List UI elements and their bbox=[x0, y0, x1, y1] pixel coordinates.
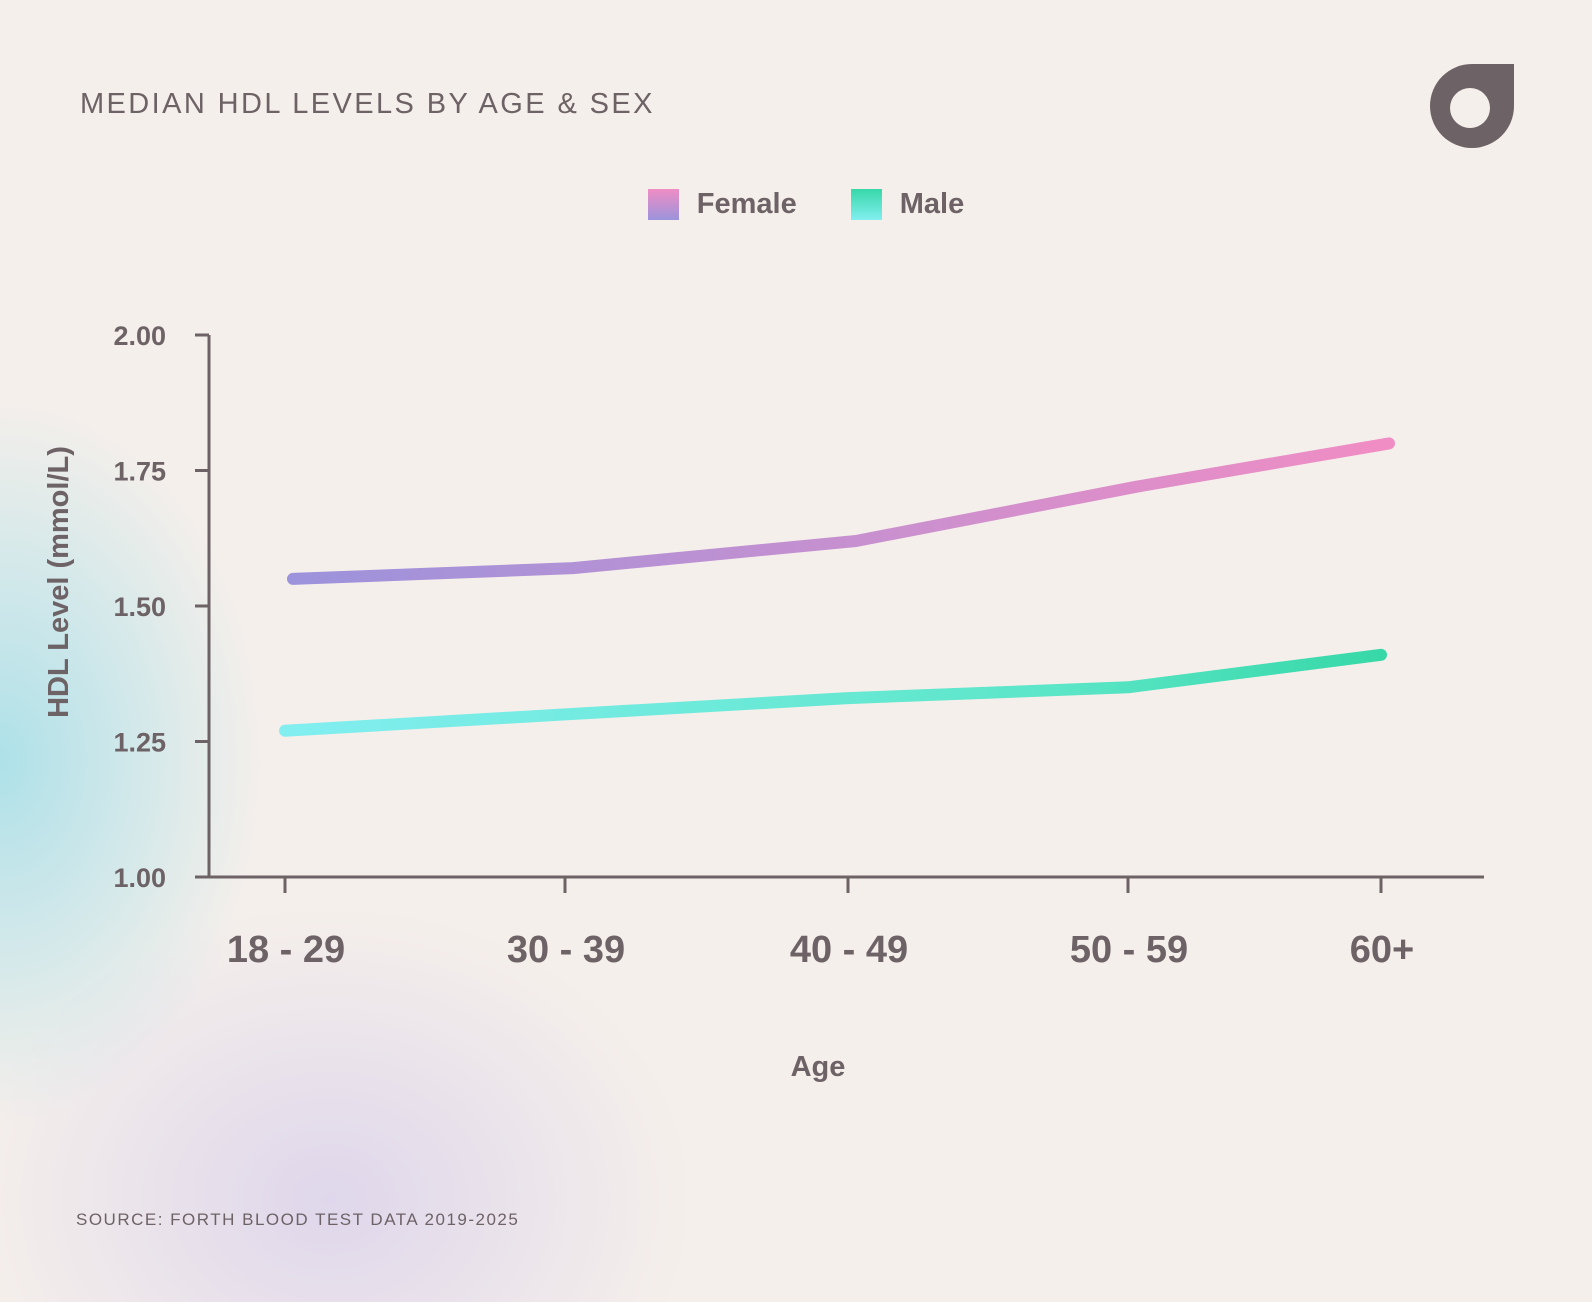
x-tick-label: 60+ bbox=[1350, 929, 1414, 971]
legend-swatch-male bbox=[850, 189, 882, 220]
series-line-female bbox=[287, 437, 1395, 585]
brand-drop-icon bbox=[1426, 62, 1514, 150]
x-tick-label: 40 - 49 bbox=[790, 929, 908, 971]
series-line-male bbox=[279, 648, 1387, 737]
y-tick-label: 1.25 bbox=[113, 728, 166, 758]
series-layer bbox=[279, 437, 1395, 737]
y-tick-label: 1.75 bbox=[113, 457, 166, 487]
axes bbox=[195, 333, 1484, 893]
legend-swatch-female bbox=[647, 189, 679, 220]
y-tick-label: 1.50 bbox=[113, 592, 166, 622]
chart-title: MEDIAN HDL LEVELS BY AGE & SEX bbox=[80, 88, 655, 120]
legend-label-male: Male bbox=[899, 188, 965, 220]
labels-layer: 2.00 1.75 1.50 1.25 1.00 18 - 29 30 - 39 40 - 4… bbox=[43, 321, 1414, 1083]
legend-label-female: Female bbox=[696, 188, 797, 220]
x-tick-label: 18 - 29 bbox=[227, 929, 345, 971]
y-axis-title: HDL Level (mmol/L) bbox=[43, 446, 75, 718]
legend-item-female: Female bbox=[647, 188, 797, 221]
x-tick-label: 50 - 59 bbox=[1070, 929, 1188, 971]
legend-item-male: Male bbox=[850, 188, 965, 221]
chart-legend: Female Male bbox=[0, 188, 1592, 221]
y-tick-label: 2.00 bbox=[113, 321, 166, 351]
x-axis-title: Age bbox=[791, 1051, 846, 1083]
y-tick-label: 1.00 bbox=[113, 863, 166, 893]
x-tick-label: 30 - 39 bbox=[507, 929, 625, 971]
source-note: SOURCE: FORTH BLOOD TEST DATA 2019-2025 bbox=[76, 1210, 520, 1229]
